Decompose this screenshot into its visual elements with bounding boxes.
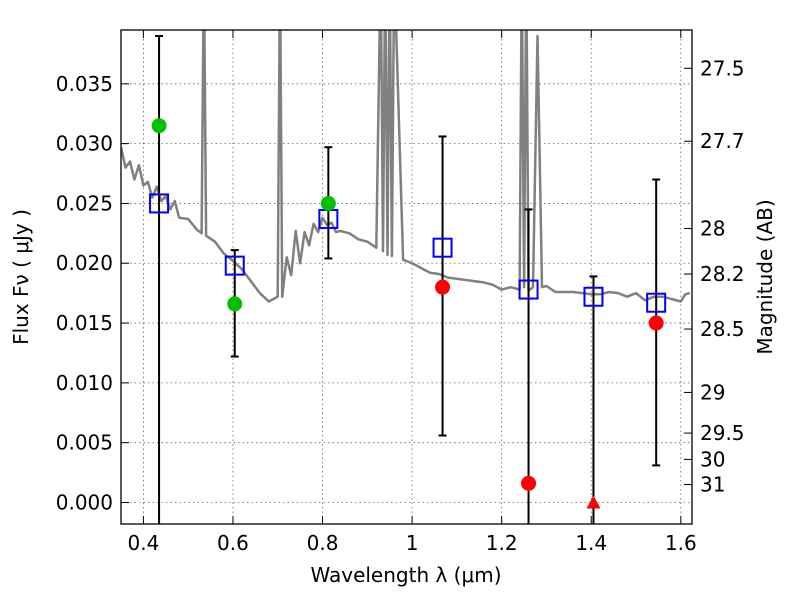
y-tick-label: 0.015 [56, 311, 113, 335]
y-axis-label: Flux Fν ( μJy ) [9, 209, 33, 345]
x-tick-label: 1.6 [665, 531, 697, 555]
y-tick-label: 0.035 [56, 72, 113, 96]
x-axis-label: Wavelength λ (μm) [310, 563, 501, 587]
plot-area [121, 30, 691, 524]
magnitude-axis-label: Magnitude (AB) [753, 199, 777, 354]
observed-flux-point [151, 118, 167, 134]
magnitude-tick-label: 27.5 [700, 56, 745, 80]
magnitude-tick-label: 28.2 [700, 262, 745, 286]
magnitude-tick-label: 31 [700, 473, 725, 497]
plot-frame [120, 29, 693, 525]
x-tick-label: 0.4 [127, 531, 159, 555]
magnitude-tick-label: 28.5 [700, 317, 745, 341]
model-flux-point [646, 292, 667, 313]
magnitude-tick-label: 29.5 [700, 421, 745, 445]
y-tick-label: 0.020 [56, 251, 113, 275]
y-tick-label: 0.025 [56, 191, 113, 215]
observed-flux-point [648, 315, 664, 331]
upper-limit-marker [586, 495, 601, 509]
y-tick-label: 0.005 [56, 431, 113, 455]
observed-flux-point [320, 195, 336, 211]
model-flux-point [149, 193, 170, 214]
model-flux-point [224, 255, 245, 276]
model-flux-point [583, 286, 604, 307]
observed-flux-point [435, 279, 451, 295]
magnitude-tick-label: 28 [700, 217, 725, 241]
model-flux-point [432, 237, 453, 258]
y-tick-label: 0.010 [56, 371, 113, 395]
y-tick-label: 0.000 [56, 490, 113, 514]
model-flux-point [518, 279, 539, 300]
x-tick-label: 1 [406, 531, 419, 555]
magnitude-tick-label: 27.7 [700, 129, 745, 153]
x-tick-label: 1.4 [575, 531, 607, 555]
observed-flux-point [521, 475, 537, 491]
observed-flux-point [227, 296, 243, 312]
x-tick-label: 0.8 [307, 531, 339, 555]
y-tick-label: 0.030 [56, 132, 113, 156]
magnitude-tick-label: 29 [700, 380, 725, 404]
x-tick-label: 1.2 [486, 531, 518, 555]
model-spectrum-line [121, 30, 691, 303]
magnitude-tick-label: 30 [700, 447, 725, 471]
x-tick-label: 0.6 [217, 531, 249, 555]
grid-lines [121, 30, 692, 524]
axes: 0.4 0.6 0.8 1 1.2 1.4 1.6 0.000 0.005 0.010 0.015 0… [56, 30, 745, 555]
